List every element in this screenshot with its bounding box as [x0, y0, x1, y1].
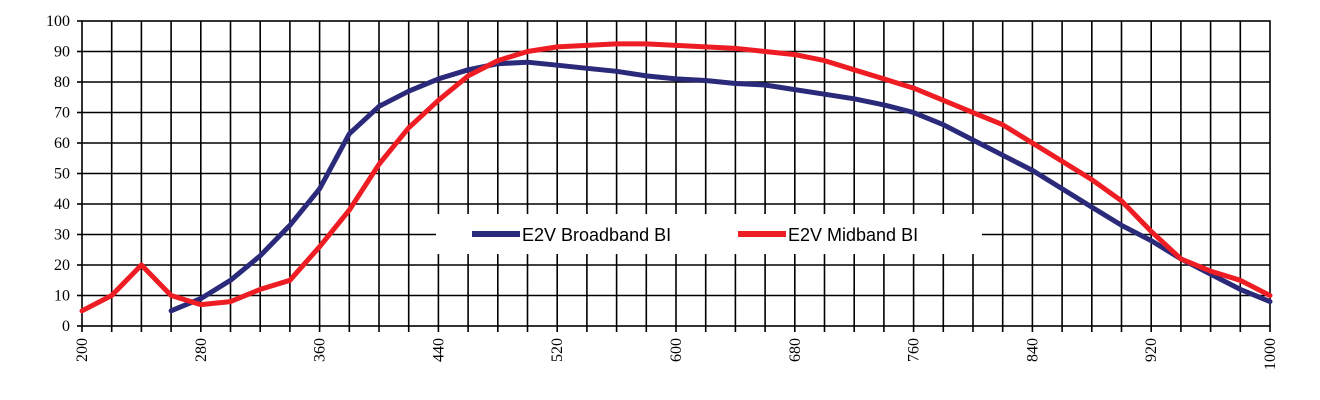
y-tick-label: 100 [46, 13, 70, 30]
y-tick-label: 80 [54, 74, 70, 91]
grid [82, 21, 1270, 326]
legend: E2V Broadband BI E2V Midband BI [436, 214, 982, 254]
y-tick-label: 30 [54, 227, 70, 244]
legend-background [436, 214, 982, 254]
x-tick-label: 1000 [1262, 338, 1279, 370]
y-tick-label: 50 [54, 166, 70, 183]
y-tick-label: 20 [54, 257, 70, 274]
x-tick-label: 680 [787, 338, 804, 362]
x-tick-label: 600 [668, 338, 685, 362]
x-tick-label: 440 [430, 338, 447, 362]
y-tick-label: 0 [62, 318, 70, 335]
y-tick-label: 90 [54, 44, 70, 61]
x-axis-ticks: 200 280 360 440 520 600 680 760 840 920 1000 [74, 326, 1279, 370]
series-line-midband [79, 41, 1273, 314]
x-tick-label: 760 [906, 338, 923, 362]
x-tick-label: 920 [1143, 338, 1160, 362]
y-tick-label: 10 [54, 288, 70, 305]
x-tick-label: 520 [549, 338, 566, 362]
legend-label-broadband: E2V Broadband BI [522, 225, 671, 245]
series-line-broadband [168, 59, 1273, 314]
y-axis-ticks: 0 10 20 30 40 50 60 70 80 90 100 [46, 13, 82, 335]
x-tick-label: 360 [312, 338, 329, 362]
x-tick-label: 280 [193, 338, 210, 362]
x-tick-label: 200 [74, 338, 91, 362]
y-tick-label: 40 [54, 196, 70, 213]
y-tick-label: 70 [54, 105, 70, 122]
legend-label-midband: E2V Midband BI [788, 225, 918, 245]
series-lines [79, 41, 1273, 314]
y-tick-label: 60 [54, 135, 70, 152]
x-tick-label: 840 [1024, 338, 1041, 362]
